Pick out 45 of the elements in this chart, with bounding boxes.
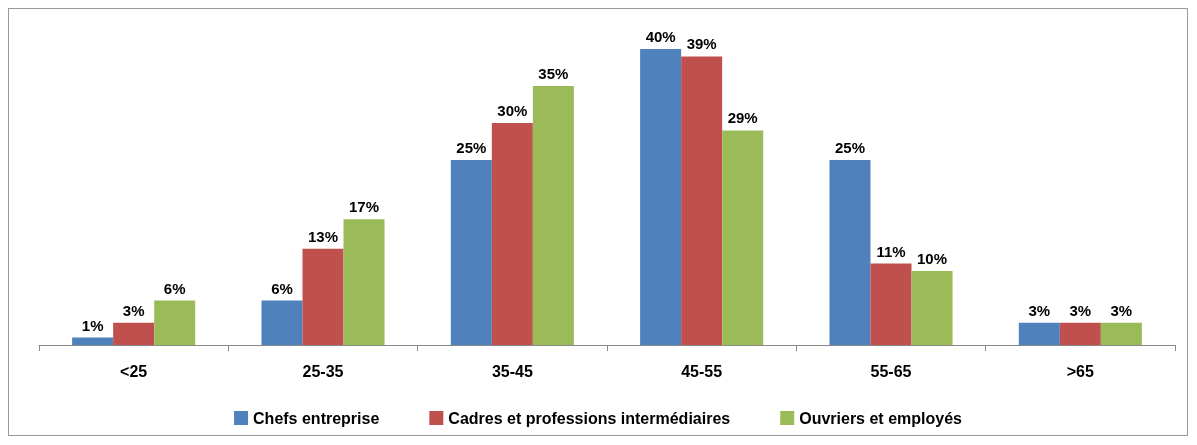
data-label: 1% <box>81 316 104 334</box>
data-label: 25% <box>456 139 487 156</box>
data-label: 3% <box>122 301 145 319</box>
data-label: 25% <box>834 139 865 156</box>
x-tick-label: 45-55 <box>681 362 723 380</box>
bar <box>450 160 492 345</box>
x-tick-label: >65 <box>1066 362 1095 380</box>
data-label: 39% <box>686 35 717 53</box>
bar <box>302 248 344 345</box>
x-tick-label: 25-35 <box>302 362 344 380</box>
bar <box>343 219 385 345</box>
legend-label: Chefs entreprise <box>253 409 380 427</box>
data-label: 10% <box>917 250 948 267</box>
data-label: 11% <box>876 242 906 260</box>
bar <box>681 56 723 345</box>
data-label: 13% <box>307 227 339 245</box>
bar <box>491 123 533 345</box>
bar <box>829 160 871 345</box>
data-label: 29% <box>727 109 758 127</box>
data-label: 30% <box>497 102 528 119</box>
bar <box>72 337 114 345</box>
bar <box>261 300 303 345</box>
bar <box>911 271 953 345</box>
bar <box>870 263 912 345</box>
data-label: 17% <box>349 198 380 216</box>
bar <box>1018 322 1060 345</box>
data-label: 35% <box>538 65 569 82</box>
data-label: 6% <box>271 279 293 297</box>
bar <box>1100 322 1142 345</box>
data-label: 3% <box>1110 301 1133 319</box>
bar <box>113 322 155 345</box>
bar <box>532 86 574 345</box>
data-label: 6% <box>163 279 186 297</box>
bar <box>1059 322 1101 345</box>
bar <box>640 49 682 345</box>
legend-label: Cadres et professions intermédiaires <box>448 409 731 427</box>
data-label: 3% <box>1028 301 1051 319</box>
x-tick-label: 35-45 <box>491 362 533 380</box>
legend-label: Ouvriers et employés <box>799 409 963 427</box>
data-label: 3% <box>1069 301 1092 319</box>
bar <box>154 300 196 345</box>
data-label: 40% <box>645 28 676 45</box>
x-tick-label: <25 <box>120 362 148 380</box>
x-tick-label: 55-65 <box>870 362 912 380</box>
bar <box>722 130 764 345</box>
